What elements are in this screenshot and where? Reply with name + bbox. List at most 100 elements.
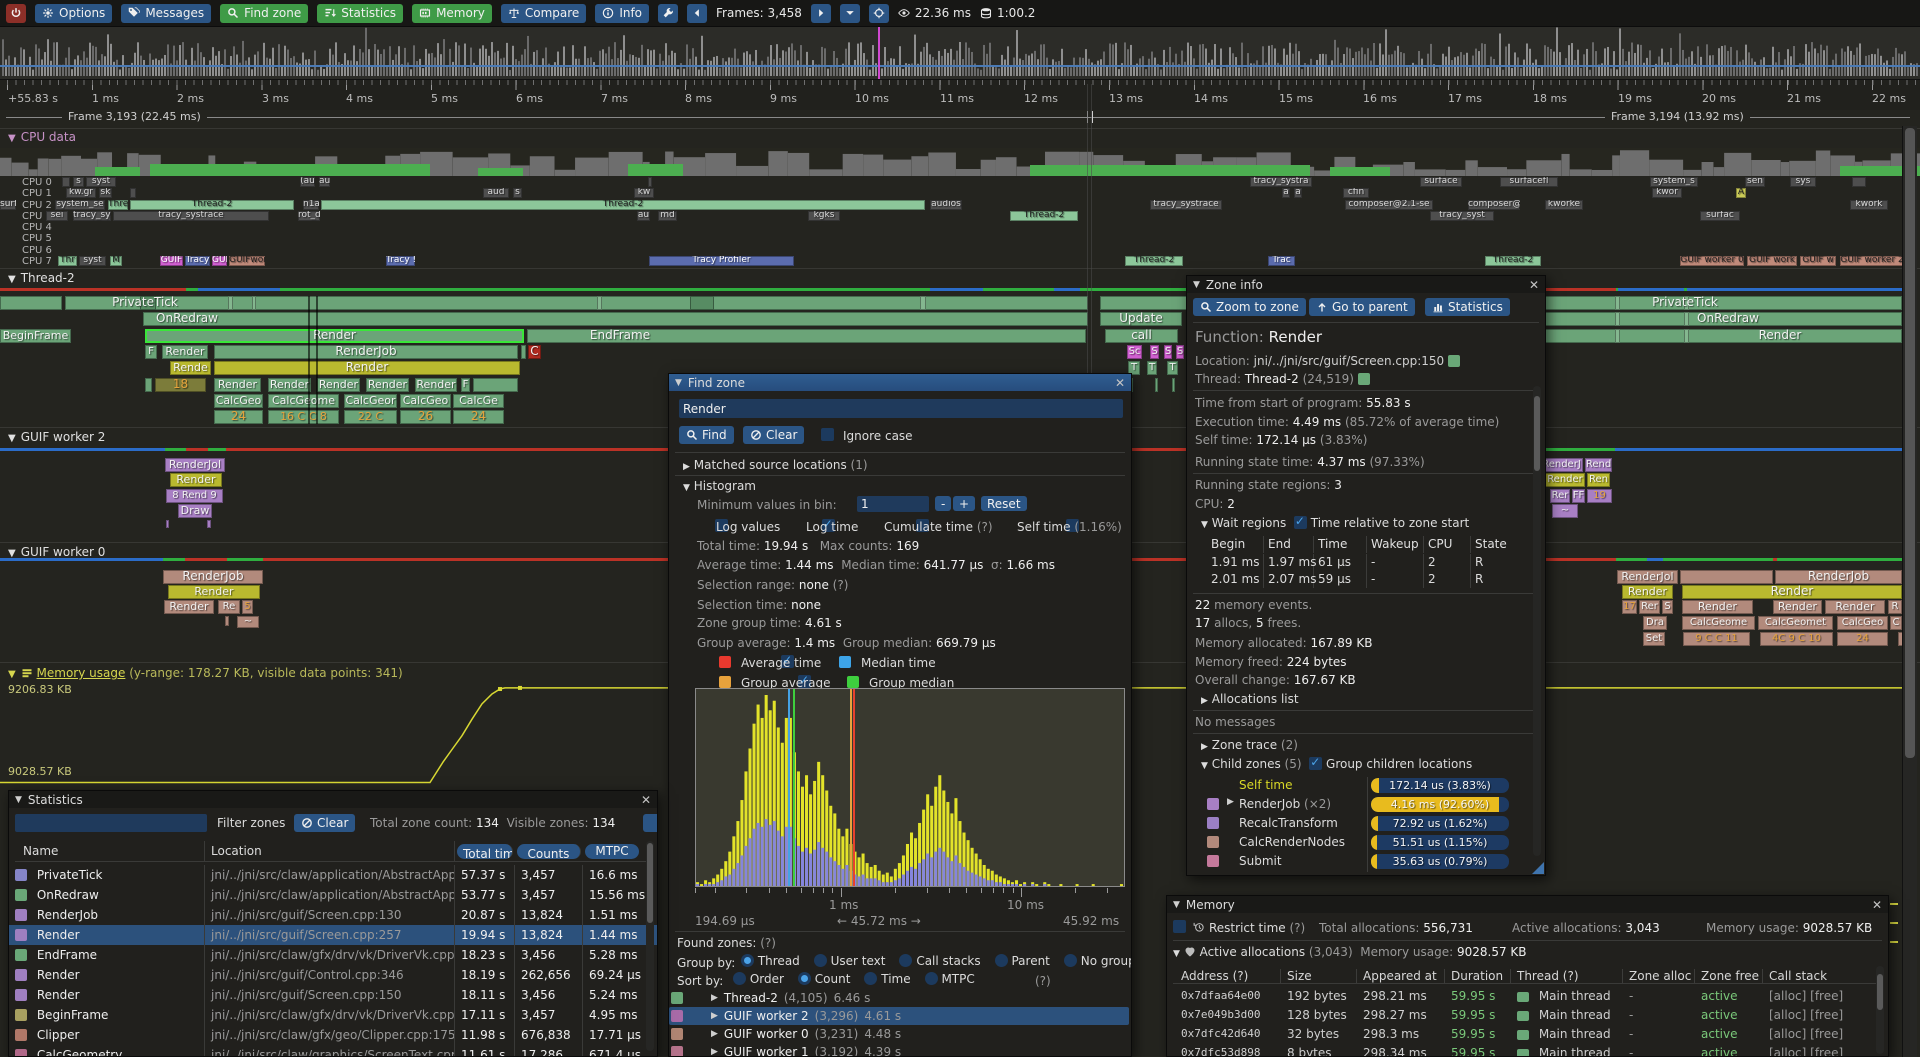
wait-regions-header[interactable]: ▼ Wait regions Time relative to zone sta… <box>1201 514 1469 530</box>
timeline-zone[interactable]: 17 <box>1622 600 1637 614</box>
found-zone-row[interactable]: ▶ GUIF worker 1 (3,192) 4.39 s <box>669 1043 1129 1056</box>
stats-row[interactable]: OnRedraw jni/../jni/src/claw/application… <box>9 885 657 905</box>
timeline-zone[interactable]: GUIF <box>160 256 183 266</box>
timeline-zone[interactable]: aud <box>483 188 509 198</box>
child-zone-row[interactable]: RecalcTransform 72.92 us (1.62%) <box>1187 815 1527 834</box>
power-button[interactable] <box>6 3 26 23</box>
memory-allocation-row[interactable]: 0x7dfc53d898 8 bytes 298.34 ms 59.95 s M… <box>1181 1045 1844 1057</box>
memory-column-header[interactable]: Appeared at <box>1357 968 1445 983</box>
statistics-button[interactable]: Statistics <box>317 3 404 23</box>
timeline-zone[interactable]: Render <box>1773 600 1822 614</box>
timeline-zone[interactable]: 18 <box>155 378 206 392</box>
timeline-zone-segment[interactable] <box>1684 288 1687 291</box>
timeline-zone[interactable]: Tracy <box>185 256 210 266</box>
timeline-zone[interactable]: tracy_sysn <box>73 211 111 221</box>
filter-zones-input[interactable] <box>15 814 207 832</box>
timeline-zone[interactable]: Ren <box>1587 473 1610 487</box>
clipped-button[interactable] <box>643 814 657 832</box>
timeline-zone[interactable]: Tracy ! <box>386 256 415 266</box>
statistics-scrollbar[interactable] <box>646 841 654 1051</box>
found-zone-row[interactable]: ▶ GUIF worker 2 (3,296) 4.61 s <box>669 1007 1129 1025</box>
timeline-zone[interactable]: Thread-2 <box>1010 211 1078 221</box>
timeline-zone[interactable]: Render <box>170 473 222 487</box>
time-ruler[interactable]: +55.83 s 1 ms 2 ms 3 ms 4 ms 5 ms 6 ms 7 ms 8 ms… <box>0 80 1920 110</box>
timeline-zone[interactable]: EndFrame <box>589 329 651 342</box>
timeline-zone-segment[interactable] <box>1663 558 1773 561</box>
prev-frame-button[interactable] <box>687 3 708 23</box>
timeline-zone[interactable]: GUIF worker 0 <box>1680 256 1744 266</box>
timeline-zone[interactable]: 26 <box>400 410 451 424</box>
timeline-zone[interactable]: C <box>1890 616 1902 630</box>
matched-locations-row[interactable]: ▶ Matched source locations (1) <box>683 458 868 472</box>
group-by-option[interactable]: Parent <box>994 954 1050 968</box>
frame-label-left[interactable]: Frame 3,193 (22.45 ms) <box>62 110 207 123</box>
timeline-zone[interactable]: Thr <box>58 256 77 266</box>
timeline-zone[interactable]: call <box>1105 329 1178 343</box>
timeline-zone[interactable]: system_s <box>1650 177 1698 187</box>
source-swatch[interactable] <box>1448 355 1460 367</box>
bin-plus-button[interactable]: + <box>953 496 976 511</box>
timeline-zone-segment[interactable] <box>1540 448 1615 451</box>
timeline-zone-segment[interactable] <box>1615 312 1620 326</box>
timeline-zone-segment[interactable] <box>1684 296 1689 310</box>
timeline-zone-segment[interactable] <box>521 345 526 359</box>
histogram-plot[interactable] <box>695 688 1125 887</box>
expand-icon[interactable]: ▶ <box>711 993 718 1003</box>
section-cpu-data[interactable]: ▼ CPU data <box>8 130 76 144</box>
timeline-zone-segment[interactable] <box>690 296 714 310</box>
column-location[interactable]: Location <box>205 841 455 861</box>
find-zone-search-input[interactable]: Render <box>679 399 1123 418</box>
timeline-zone-segment[interactable] <box>648 177 652 187</box>
timeline-zone[interactable]: kw.gr <box>66 188 96 198</box>
timeline-zone-segment[interactable] <box>1155 378 1158 392</box>
timeline-zone-segment[interactable] <box>1687 288 1902 291</box>
timeline-zone[interactable]: Render <box>415 378 457 392</box>
memory-button[interactable]: Memory <box>412 3 492 23</box>
frame-overview-strip[interactable] <box>0 27 1920 80</box>
timeline-zone[interactable]: RenderJob <box>214 345 518 359</box>
timeline-zone[interactable]: GUIF worker 2 <box>1840 256 1904 266</box>
timeline-zone[interactable]: kworke <box>1545 200 1583 210</box>
timeline-zone-segment[interactable] <box>228 296 233 310</box>
child-zone-row[interactable]: ▶ RenderJob (×2) 4.16 ms (92.60%) <box>1187 796 1527 815</box>
timeline-zone[interactable]: GUIF w <box>1800 256 1836 266</box>
wait-region-row[interactable]: 1.91 ms 1.97 ms 61 µs -2 R <box>1207 554 1517 571</box>
stats-row[interactable]: PrivateTick jni/../jni/src/claw/applicat… <box>9 865 657 885</box>
timeline-zone[interactable]: kwor <box>1652 188 1682 198</box>
messages-button[interactable]: Messages <box>121 3 212 23</box>
timeline-zone[interactable]: ~ <box>237 616 259 628</box>
child-zone-row[interactable]: CalcRenderNodes 51.51 us (1.15%) <box>1187 834 1527 853</box>
memory-column-header[interactable]: Address (?) <box>1175 968 1281 983</box>
find-zone-button[interactable]: Find zone <box>220 3 309 23</box>
timeline-zone[interactable]: Dra <box>1643 616 1667 630</box>
timeline-zone[interactable]: T <box>1167 361 1178 375</box>
timeline-zone-segment[interactable] <box>225 616 229 626</box>
column-name[interactable]: Name <box>9 841 205 861</box>
timeline-zone[interactable]: OnRedraw <box>156 312 218 325</box>
timeline-zone[interactable]: au <box>637 211 650 221</box>
memory-column-header[interactable]: Call stack <box>1763 969 1888 983</box>
timeline-zone[interactable]: PrivateTick <box>1652 296 1718 309</box>
close-icon[interactable]: ✕ <box>1114 375 1125 390</box>
find-zone-titlebar[interactable]: ▼ Find zone ✕ <box>669 374 1131 391</box>
timeline-zone-segment[interactable] <box>1616 558 1647 561</box>
restrict-time-checkbox[interactable] <box>1173 918 1186 933</box>
timeline-zone[interactable]: GUIF work <box>1747 256 1797 266</box>
stats-row[interactable]: Render jni/../jni/src/guif/Screen.cpp:15… <box>9 985 657 1005</box>
timeline-zone-segment[interactable] <box>130 188 136 198</box>
time-relative-checkbox[interactable] <box>1293 514 1307 529</box>
timeline-zone[interactable]: cfin <box>1343 188 1369 198</box>
section-guif-worker-2[interactable]: ▼ GUIF worker 2 <box>8 430 106 444</box>
sort-by-option[interactable]: MTPC <box>924 972 975 986</box>
timeline-zone[interactable]: CalcGeome <box>268 394 339 408</box>
timeline-zone-segment[interactable] <box>145 378 152 392</box>
timeline-zone[interactable]: Trac <box>1268 256 1295 266</box>
memory-titlebar[interactable]: ▼ Memory ✕ <box>1167 896 1888 913</box>
timeline-zone-segment[interactable] <box>1615 296 1620 310</box>
timeline-zone[interactable]: A <box>1736 188 1746 198</box>
timeline-zone-segment[interactable] <box>1540 558 1616 561</box>
section-memory-usage[interactable]: ▼ Memory usage (y-range: 178.27 KB, visi… <box>8 666 403 680</box>
timeline-zone-segment[interactable] <box>1172 378 1175 392</box>
avg-time-checkbox[interactable] <box>781 653 795 668</box>
info-button[interactable]: Info <box>595 3 650 23</box>
